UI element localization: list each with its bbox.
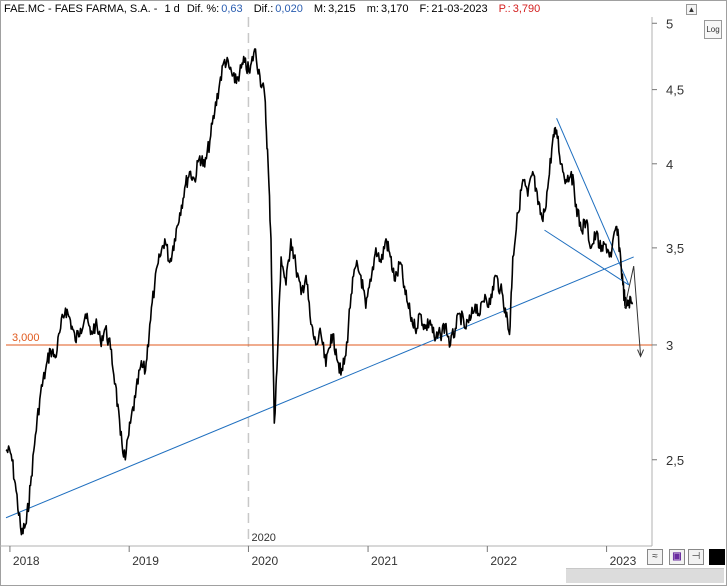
- x-tick-label: 2020: [251, 554, 278, 568]
- date-caption: F:: [419, 3, 430, 15]
- color-swatch-icon[interactable]: [709, 549, 725, 565]
- min-caption: m:: [366, 3, 379, 15]
- price-value: 3,790: [512, 3, 541, 15]
- trendline-long-uptrend: [5, 256, 634, 519]
- horizontal-scrollbar[interactable]: [566, 568, 724, 583]
- ticker-label: FAE.MC - FAES FARMA, S.A. -: [4, 3, 158, 15]
- chart-header: FAE.MC - FAES FARMA, S.A. - 1 d Dif. %: 0…: [4, 3, 548, 19]
- min-label: m: 3,170: [367, 3, 413, 15]
- y-tick-label: 3,5: [666, 241, 684, 256]
- trendline-falling-resistance: [556, 118, 630, 286]
- dif-pct-caption: Dif. %:: [186, 3, 220, 15]
- price-line: [5, 48, 634, 536]
- support-label: 3,000: [12, 332, 40, 344]
- x-tick-label: 2019: [132, 554, 159, 568]
- x-tick-label: 2023: [610, 554, 637, 568]
- trendline-lower-channel: [544, 229, 630, 286]
- max-value: 3,215: [328, 3, 356, 15]
- dif-label: Dif.: 0,020: [254, 3, 307, 15]
- max-caption: M:: [313, 3, 327, 15]
- y-tick-label: 5: [666, 16, 673, 31]
- dif-pct-label: Dif. %: 0,63: [187, 3, 247, 15]
- y-tick-label: 4,5: [666, 83, 684, 98]
- date-label: F: 21-03-2023: [420, 3, 492, 15]
- y-tick-label: 3: [666, 338, 673, 353]
- log-scale-button[interactable]: Log: [704, 20, 722, 39]
- x-tick-label: 2021: [371, 554, 398, 568]
- y-tick-label: 4: [666, 157, 673, 172]
- scroll-top-button[interactable]: ▲: [686, 4, 697, 15]
- x-tick-label: 2022: [490, 554, 517, 568]
- dif-value: 0,020: [275, 3, 303, 15]
- y-tick-label: 2,5: [666, 453, 684, 468]
- projection-arrowhead: [637, 349, 645, 358]
- save-icon[interactable]: ▣: [669, 549, 685, 565]
- lines-layer: [5, 48, 652, 536]
- axes-layer: [0, 17, 657, 552]
- dif-caption: Dif.:: [253, 3, 274, 15]
- x-tick-label: 2018: [13, 554, 40, 568]
- labels-layer: 5 4,5 4 3,5 3 2,5 2018 2019 2020 2021 2022 2023 2020…: [12, 16, 684, 568]
- projection-line: [624, 265, 642, 356]
- year-marker-label: 2020: [251, 532, 275, 544]
- max-label: M: 3,215: [314, 3, 360, 15]
- pin-icon[interactable]: ⊣: [688, 549, 704, 565]
- zoom-icon[interactable]: ≈: [647, 549, 663, 565]
- date-value: 21-03-2023: [431, 3, 488, 15]
- min-value: 3,170: [380, 3, 409, 15]
- period-label: 1 d: [164, 3, 180, 15]
- dif-pct-value: 0,63: [221, 3, 243, 15]
- price-caption: P.:: [498, 3, 511, 15]
- price-label: P.: 3,790: [499, 3, 545, 15]
